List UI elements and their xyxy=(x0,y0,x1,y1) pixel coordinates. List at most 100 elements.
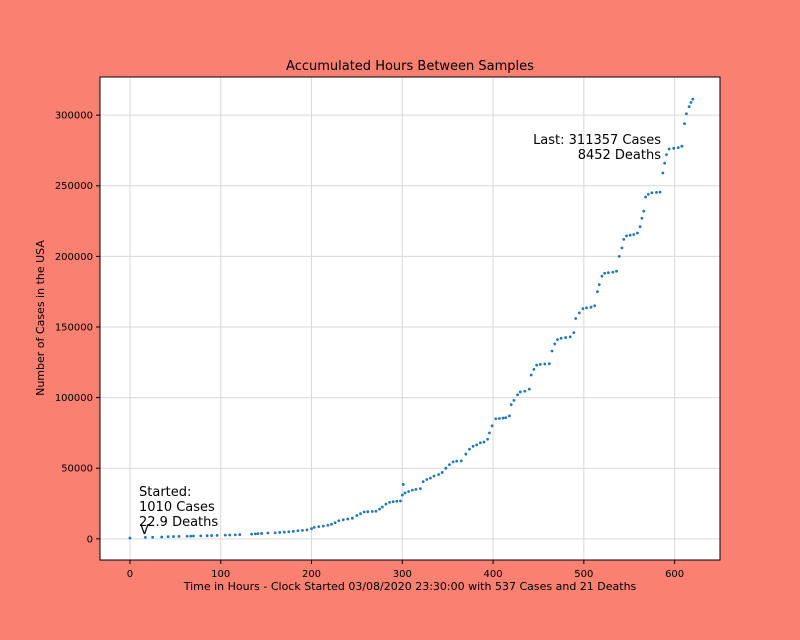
start-annotation-line: 22.9 Deaths xyxy=(139,515,218,530)
x-tick-label: 100 xyxy=(211,569,230,580)
data-point xyxy=(355,514,359,517)
data-point xyxy=(260,532,263,535)
x-tick-label: 500 xyxy=(574,569,593,580)
data-point xyxy=(574,317,578,320)
y-tick-label: 0 xyxy=(87,534,93,545)
data-point xyxy=(672,146,676,150)
data-point xyxy=(166,535,170,539)
x-tick-label: 400 xyxy=(484,569,503,580)
data-point xyxy=(305,528,309,532)
data-point xyxy=(568,335,572,339)
start-annotation-line: 1010 Cases xyxy=(139,500,215,515)
data-point xyxy=(655,190,658,194)
data-point xyxy=(603,271,607,275)
data-point xyxy=(391,500,395,504)
data-point xyxy=(151,535,155,539)
data-point xyxy=(317,525,321,529)
data-point xyxy=(282,530,286,534)
data-point xyxy=(437,473,440,476)
data-point xyxy=(547,362,551,366)
data-point xyxy=(658,190,662,194)
data-point xyxy=(350,516,354,520)
data-point xyxy=(518,390,522,394)
data-point xyxy=(192,534,195,538)
data-point xyxy=(464,452,468,456)
start-annotation-arrow: V xyxy=(140,523,149,538)
data-point xyxy=(597,283,601,287)
data-point xyxy=(414,487,418,491)
y-tick-label: 300000 xyxy=(55,111,93,122)
data-point xyxy=(380,505,384,509)
data-point xyxy=(512,399,516,402)
data-point xyxy=(301,528,304,532)
data-point xyxy=(632,233,636,236)
data-point xyxy=(128,536,132,540)
data-point xyxy=(663,161,667,165)
data-point xyxy=(471,444,475,448)
data-point xyxy=(635,231,639,235)
data-point xyxy=(615,269,618,273)
data-point xyxy=(585,306,588,310)
data-point xyxy=(600,274,604,278)
data-point xyxy=(459,459,463,463)
data-point xyxy=(628,233,632,237)
y-tick-label: 150000 xyxy=(55,322,93,333)
data-point xyxy=(296,529,300,533)
plot-frame xyxy=(99,76,721,561)
y-axis-label: Number of Cases in the USA xyxy=(34,240,47,396)
data-point xyxy=(400,493,404,497)
data-point xyxy=(642,209,646,213)
data-point xyxy=(646,192,650,196)
y-tick-label: 50000 xyxy=(61,464,93,475)
data-point xyxy=(606,271,610,275)
data-point xyxy=(529,373,533,377)
data-point xyxy=(620,246,624,250)
x-axis-ticks: 0 100 200 300 400 500 600 xyxy=(127,560,684,580)
data-point xyxy=(333,521,337,525)
data-point xyxy=(278,531,282,534)
data-point xyxy=(523,389,527,393)
start-annotation: Started: 1010 Cases 22.9 Deaths V xyxy=(139,485,218,538)
data-point xyxy=(256,532,260,535)
data-point xyxy=(410,488,414,492)
x-tick-label: 300 xyxy=(393,569,412,580)
data-point xyxy=(550,349,554,353)
data-point xyxy=(538,362,542,366)
data-point xyxy=(640,216,644,220)
data-point xyxy=(527,387,531,391)
data-point xyxy=(622,238,626,241)
last-annotation-line: Last: 311357 Cases xyxy=(533,133,661,148)
data-point xyxy=(185,534,189,538)
data-point xyxy=(388,500,391,504)
data-point xyxy=(399,499,402,503)
data-points xyxy=(128,97,695,540)
data-point xyxy=(425,478,429,481)
data-point xyxy=(482,440,486,444)
data-point xyxy=(429,476,432,480)
data-point xyxy=(370,510,374,513)
data-point xyxy=(650,191,654,195)
data-point xyxy=(419,487,422,491)
data-point xyxy=(685,112,688,116)
data-point xyxy=(676,146,680,150)
data-point xyxy=(507,414,511,418)
data-point xyxy=(611,270,615,274)
data-point xyxy=(160,535,164,539)
data-point xyxy=(287,530,291,534)
data-point xyxy=(488,431,491,435)
chart-title: Accumulated Hours Between Samples xyxy=(286,59,534,74)
y-tick-label: 200000 xyxy=(55,252,93,263)
data-point xyxy=(238,533,242,536)
data-point xyxy=(490,424,494,428)
data-point xyxy=(337,519,341,523)
data-point xyxy=(291,529,295,533)
data-point xyxy=(564,336,568,339)
data-point xyxy=(683,122,686,126)
y-tick-label: 250000 xyxy=(55,181,93,192)
data-point xyxy=(504,416,508,420)
last-annotation-line: 8452 Deaths xyxy=(578,148,662,163)
data-point xyxy=(516,393,519,397)
last-annotation: Last: 311357 Cases 8452 Deaths xyxy=(533,133,661,163)
data-point xyxy=(205,534,209,538)
